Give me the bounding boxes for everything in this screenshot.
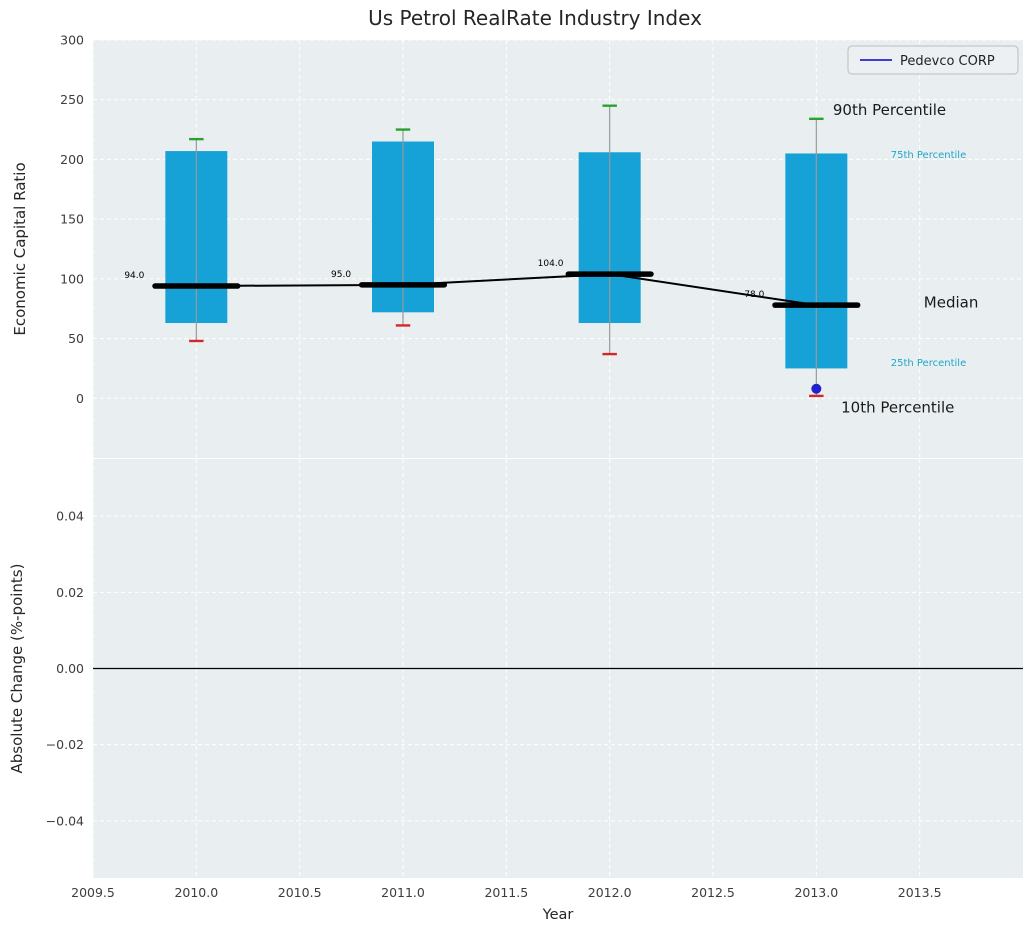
bottom-y-tick-label: 0.00 — [56, 661, 84, 676]
bottom-y-tick-label: −0.04 — [46, 813, 84, 828]
bottom-y-tick-label: −0.02 — [46, 737, 84, 752]
x-tick-label: 2011.5 — [484, 885, 528, 900]
top-y-tick-label: 150 — [60, 212, 84, 227]
top-y-axis-label: Economic Capital Ratio — [11, 162, 29, 335]
x-tick-label: 2012.0 — [588, 885, 632, 900]
annotation-10th-percentile: 10th Percentile — [841, 399, 954, 417]
company-point — [811, 383, 822, 394]
x-tick-label: 2013.5 — [898, 885, 942, 900]
median-value-label: 78.0 — [744, 290, 764, 300]
annotation-90th-percentile: 90th Percentile — [833, 101, 946, 119]
bottom-y-tick-label: 0.02 — [56, 585, 84, 600]
x-tick-label: 2009.5 — [71, 885, 115, 900]
median-value-label: 104.0 — [538, 259, 564, 269]
x-tick-label: 2013.0 — [794, 885, 838, 900]
top-axes-background — [93, 40, 1023, 458]
x-tick-label: 2010.0 — [174, 885, 218, 900]
legend-box — [847, 45, 1019, 75]
x-axis-label: Year — [542, 907, 574, 923]
bottom-y-tick-label: 0.04 — [56, 509, 84, 524]
median-value-label: 95.0 — [331, 270, 351, 280]
x-tick-label: 2012.5 — [691, 885, 735, 900]
legend-label: Pedevco CORP — [900, 54, 995, 69]
chart-title: Us Petrol RealRate Industry Index — [368, 6, 702, 30]
top-y-tick-label: 0 — [76, 391, 84, 406]
top-y-tick-label: 200 — [60, 152, 84, 167]
top-y-tick-label: 300 — [60, 33, 84, 48]
top-y-tick-label: 250 — [60, 92, 84, 107]
median-trend-line — [196, 273, 817, 307]
bottom-y-axis-label: Absolute Change (%-points) — [8, 564, 26, 774]
annotation-75th-percentile: 75th Percentile — [891, 150, 967, 161]
median-value-label: 94.0 — [124, 271, 144, 281]
x-tick-label: 2011.0 — [381, 885, 425, 900]
annotation-25th-percentile: 25th Percentile — [891, 358, 967, 369]
annotation-median: Median — [924, 294, 979, 312]
x-tick-label: 2010.5 — [278, 885, 322, 900]
top-y-tick-label: 100 — [60, 271, 84, 286]
top-y-tick-label: 50 — [68, 331, 84, 346]
